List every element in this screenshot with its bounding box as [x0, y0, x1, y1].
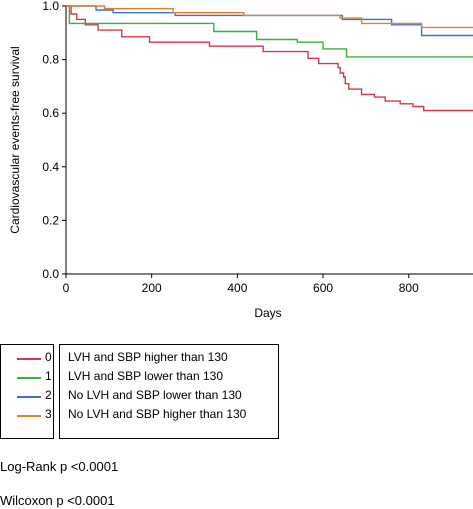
logrank-stat: Log-Rank p <0.0001	[0, 459, 119, 474]
legend-label-0: LVH and SBP higher than 130	[68, 350, 228, 364]
legend-label-2: No LVH and SBP lower than 130	[68, 388, 242, 402]
legend-label-3: No LVH and SBP higher than 130	[68, 407, 247, 421]
series-line-0	[66, 5, 473, 112]
series-line-1	[66, 5, 473, 58]
survival-chart: 0.0 0.2 0.4 0.6 0.8 1.0 0 200 400 600 800 Cardiova…	[8, 0, 473, 320]
legend-key-row-0: 0	[1, 349, 53, 367]
series-layer	[66, 5, 473, 112]
x-tick-label: 400	[227, 281, 247, 295]
legend-key-row-3: 3	[1, 406, 53, 424]
series-line-2	[66, 5, 473, 37]
x-tick-label: 200	[142, 281, 162, 295]
legend-key-row-2: 2	[1, 387, 53, 405]
legend-label-row-0: LVH and SBP higher than 130	[60, 349, 278, 367]
x-tick-label: 0	[63, 281, 70, 295]
legend-labels-box: LVH and SBP higher than 130 LVH and SBP …	[59, 344, 279, 439]
axes	[62, 5, 473, 278]
legend-key-row-1: 1	[1, 368, 53, 386]
y-tick-label: 1.0	[42, 0, 59, 13]
wilcoxon-stat: Wilcoxon p <0.0001	[0, 493, 115, 508]
legend-key-2: 2	[45, 388, 52, 402]
legend-label-row-3: No LVH and SBP higher than 130	[60, 406, 278, 424]
legend-swatch-0	[17, 358, 41, 360]
x-axis-title: Days	[254, 306, 281, 320]
legend-label-row-2: No LVH and SBP lower than 130	[60, 387, 278, 405]
legend-key-0: 0	[45, 350, 52, 364]
legend-swatch-2	[17, 396, 41, 398]
y-tick-label: 0.8	[42, 53, 59, 67]
x-tick-label: 600	[313, 281, 333, 295]
legend-keys-box: 0 1 2 3	[0, 344, 54, 439]
legend-label-row-1: LVH and SBP lower than 130	[60, 368, 278, 386]
legend-key-1: 1	[45, 369, 52, 383]
series-line-3	[66, 5, 473, 29]
tick-labels: 0.0 0.2 0.4 0.6 0.8 1.0 0 200 400 600 800	[42, 0, 419, 295]
x-tick-label: 800	[399, 281, 419, 295]
y-tick-label: 0.4	[42, 160, 59, 174]
y-tick-label: 0.6	[42, 106, 59, 120]
y-axis-title: Cardiovascular events-free survival	[8, 46, 22, 233]
y-tick-label: 0.2	[42, 213, 59, 227]
legend-key-3: 3	[45, 407, 52, 421]
legend-swatch-1	[17, 377, 41, 379]
legend-swatch-3	[17, 415, 41, 417]
legend: 0 1 2 3 LVH and SBP higher than 130 LVH …	[0, 344, 280, 441]
y-tick-label: 0.0	[42, 267, 59, 281]
legend-label-1: LVH and SBP lower than 130	[68, 369, 223, 383]
